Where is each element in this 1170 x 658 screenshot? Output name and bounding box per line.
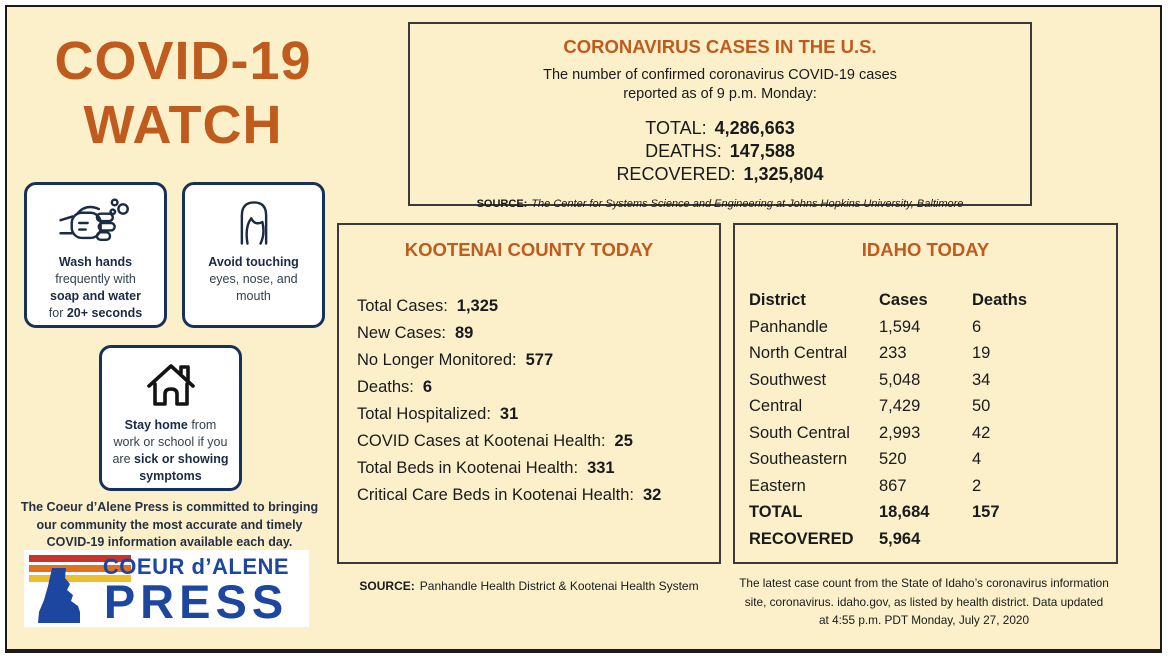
page-title-line-2: WATCH <box>83 95 283 155</box>
commitment-line: The Coeur d’Alene Press is committed to … <box>20 500 319 514</box>
kootenai-stat: COVID Cases at Kootenai Health: 25 <box>357 432 633 450</box>
tip-line: sick or showing <box>134 452 229 466</box>
kootenai-title: KOOTENAI COUNTY TODAY <box>404 239 654 260</box>
tip-line: eyes, nose, and <box>209 272 298 286</box>
us-box-subtitle: The number of confirmed coronavirus COVI… <box>543 67 897 102</box>
us-source: SOURCE: The Center for Systems Science an… <box>476 198 964 210</box>
tip-line: symptoms <box>139 469 202 483</box>
tip-line: from <box>187 418 217 432</box>
idaho-table: District Cases Deaths Panhandle 1,594 6 Nort… <box>749 287 1116 552</box>
commitment-line: COVID-19 information available each day. <box>46 535 293 549</box>
us-box-title: CORONAVIRUS CASES IN THE U.S. <box>563 36 877 57</box>
tip-line: frequently with <box>55 272 136 286</box>
us-stat-deaths: DEATHS: 147,588 <box>645 141 795 161</box>
logo-text: COEUR d’ALENE PRESS <box>86 554 306 628</box>
kootenai-stat: Critical Care Beds in Kootenai Health: 32 <box>357 486 662 504</box>
kootenai-stat: New Cases: 89 <box>357 324 474 342</box>
kootenai-stat: Deaths: 6 <box>357 378 433 396</box>
idaho-table-header: District Cases Deaths <box>749 291 1028 309</box>
kootenai-stat: Total Beds in Kootenai Health: 331 <box>357 459 615 477</box>
tip-line: soap and water <box>50 289 141 303</box>
infographic-frame: COVID-19 WATCH Wash hands frequently wit… <box>5 5 1162 653</box>
idaho-table-row: North Central 233 19 <box>749 344 991 362</box>
kootenai-county-box: KOOTENAI COUNTY TODAY Total Cases: 1,325 … <box>337 223 721 564</box>
idaho-state-icon <box>38 568 80 623</box>
idaho-table-row: Southwest 5,048 34 <box>749 370 991 389</box>
tip-text-stay-home: Stay home from work or school if you are… <box>112 418 229 483</box>
page-title-line-1: COVID-19 <box>54 31 312 91</box>
tip-line: mouth <box>236 289 271 303</box>
logo-stripe-yellow <box>29 575 131 582</box>
face-icon <box>185 194 322 252</box>
us-stats: TOTAL: 4,286,663 DEATHS: 147,588 RECOVERED… <box>410 117 1030 186</box>
tip-line: Avoid touching <box>208 255 299 269</box>
logo-stripe-orange <box>29 565 131 572</box>
tip-line: for <box>48 306 67 320</box>
commitment-line: our community the most accurate and time… <box>36 517 303 532</box>
us-stat-total: TOTAL: 4,286,663 <box>645 118 795 138</box>
us-cases-box: CORONAVIRUS CASES IN THE U.S. The number… <box>408 22 1032 210</box>
tip-line: work or school if you <box>113 435 228 449</box>
logo-name: COEUR d’ALENE <box>102 554 290 579</box>
coeur-dalene-press-logo: COEUR d’ALENE PRESS <box>24 550 309 627</box>
kootenai-stat: Total Hospitalized: 31 <box>357 405 519 423</box>
tip-box-stay-home: Stay home from work or school if you are… <box>99 345 242 491</box>
idaho-table-row: Eastern 867 2 <box>749 476 982 495</box>
page-title: COVID-19 WATCH <box>37 29 329 157</box>
us-stat-recovered: RECOVERED: 1,325,804 <box>616 164 824 184</box>
idaho-table-row: Panhandle 1,594 6 <box>749 317 982 336</box>
commitment-text: The Coeur d’Alene Press is committed to … <box>12 499 327 552</box>
kootenai-source: SOURCE: Panhandle Health District & Koote… <box>359 579 699 593</box>
idaho-table-row: South Central 2,993 42 <box>749 423 991 442</box>
idaho-box: IDAHO TODAY District Cases Deaths Panhandl… <box>733 223 1118 564</box>
wash-hands-icon <box>27 194 164 252</box>
tip-text-avoid-touching: Avoid touching eyes, nose, and mouth <box>185 254 322 305</box>
tip-box-avoid-touching: Avoid touching eyes, nose, and mouth <box>182 182 325 328</box>
logo-stripe-red <box>29 555 131 562</box>
idaho-footer: The latest case count from the State of … <box>739 576 1109 627</box>
idaho-table-row: Southeastern 520 4 <box>749 450 982 468</box>
home-icon <box>102 357 239 415</box>
tip-line: Wash hands <box>58 255 133 269</box>
kootenai-stats: Total Cases: 1,325 New Cases: 89 No Longer… <box>357 293 719 509</box>
tip-text-wash-hands: Wash hands frequently with soap and wate… <box>48 255 143 320</box>
tip-box-wash-hands: Wash hands frequently with soap and wate… <box>24 182 167 328</box>
kootenai-stat: Total Cases: 1,325 <box>357 297 499 315</box>
logo-press: PRESS <box>103 575 289 628</box>
idaho-table-row: Central 7,429 50 <box>749 397 991 415</box>
idaho-title: IDAHO TODAY <box>861 239 990 260</box>
idaho-total-row: TOTAL 18,684 157 <box>749 503 1000 521</box>
idaho-recovered-row: RECOVERED 5,964 <box>749 529 921 548</box>
kootenai-stat: No Longer Monitored: 577 <box>357 351 554 369</box>
